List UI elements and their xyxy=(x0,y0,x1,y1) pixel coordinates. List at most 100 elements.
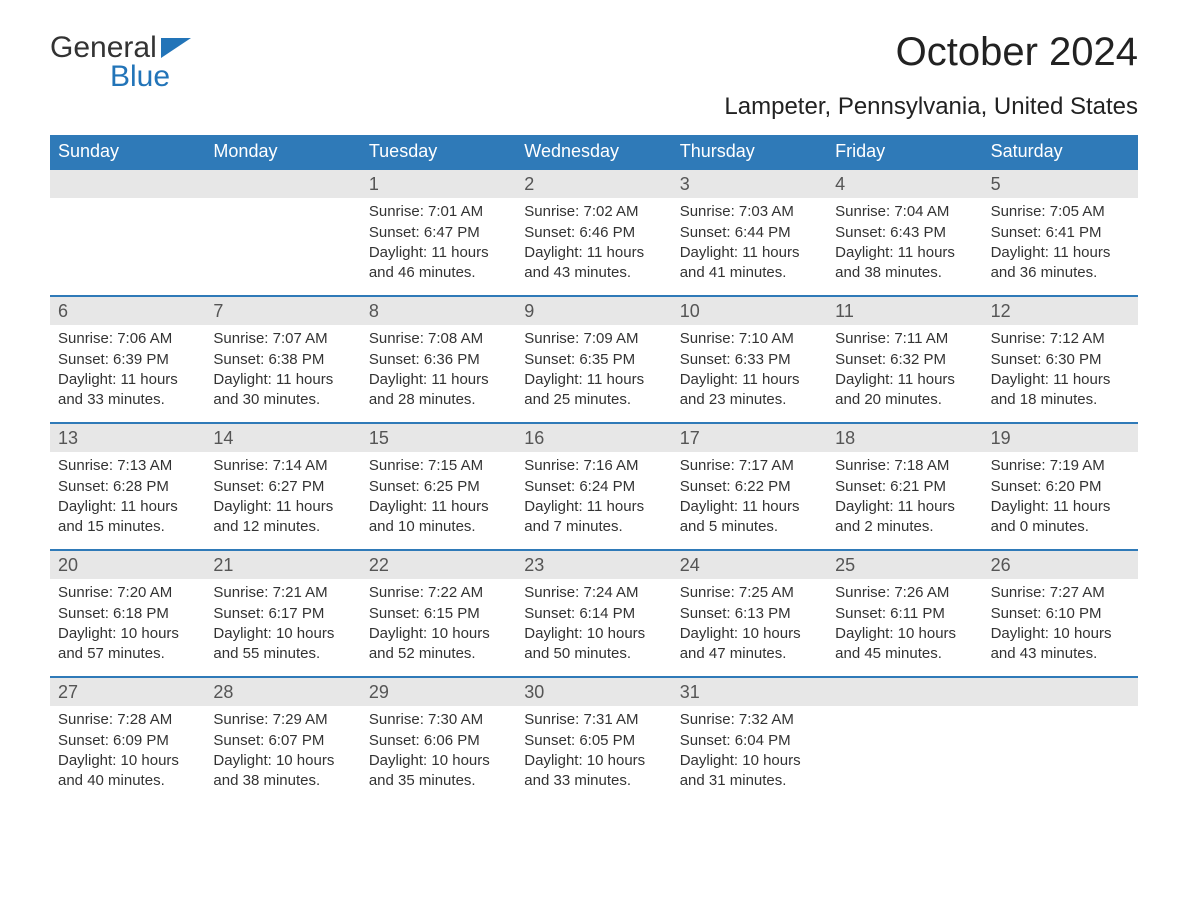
daylight-text: Daylight: 10 hours and 50 minutes. xyxy=(524,624,663,665)
week-row: 27Sunrise: 7:28 AMSunset: 6:09 PMDayligh… xyxy=(50,676,1138,803)
week-row: 13Sunrise: 7:13 AMSunset: 6:28 PMDayligh… xyxy=(50,422,1138,549)
day-cell: 15Sunrise: 7:15 AMSunset: 6:25 PMDayligh… xyxy=(361,424,516,549)
sunrise-text: Sunrise: 7:13 AM xyxy=(58,456,197,476)
logo: General Blue xyxy=(50,30,191,92)
sunset-text: Sunset: 6:21 PM xyxy=(835,477,974,497)
day-body: Sunrise: 7:01 AMSunset: 6:47 PMDaylight:… xyxy=(361,198,516,293)
sunrise-text: Sunrise: 7:11 AM xyxy=(835,329,974,349)
day-body: Sunrise: 7:15 AMSunset: 6:25 PMDaylight:… xyxy=(361,452,516,547)
sunrise-text: Sunrise: 7:22 AM xyxy=(369,583,508,603)
daylight-text: Daylight: 10 hours and 55 minutes. xyxy=(213,624,352,665)
day-body xyxy=(983,706,1138,720)
weeks-container: 1Sunrise: 7:01 AMSunset: 6:47 PMDaylight… xyxy=(50,168,1138,803)
daylight-text: Daylight: 10 hours and 57 minutes. xyxy=(58,624,197,665)
sunset-text: Sunset: 6:32 PM xyxy=(835,350,974,370)
logo-text-top: General xyxy=(50,33,157,63)
sunrise-text: Sunrise: 7:25 AM xyxy=(680,583,819,603)
day-number: 14 xyxy=(205,424,360,452)
day-body: Sunrise: 7:11 AMSunset: 6:32 PMDaylight:… xyxy=(827,325,982,420)
day-body: Sunrise: 7:05 AMSunset: 6:41 PMDaylight:… xyxy=(983,198,1138,293)
day-body: Sunrise: 7:13 AMSunset: 6:28 PMDaylight:… xyxy=(50,452,205,547)
sunrise-text: Sunrise: 7:27 AM xyxy=(991,583,1130,603)
day-body: Sunrise: 7:20 AMSunset: 6:18 PMDaylight:… xyxy=(50,579,205,674)
day-number: 30 xyxy=(516,678,671,706)
dow-header-cell: Friday xyxy=(827,135,982,168)
sunrise-text: Sunrise: 7:24 AM xyxy=(524,583,663,603)
sunset-text: Sunset: 6:43 PM xyxy=(835,223,974,243)
day-number: 2 xyxy=(516,170,671,198)
sunrise-text: Sunrise: 7:29 AM xyxy=(213,710,352,730)
day-cell: 10Sunrise: 7:10 AMSunset: 6:33 PMDayligh… xyxy=(672,297,827,422)
day-number xyxy=(827,678,982,706)
sunrise-text: Sunrise: 7:07 AM xyxy=(213,329,352,349)
daylight-text: Daylight: 11 hours and 20 minutes. xyxy=(835,370,974,411)
day-number: 17 xyxy=(672,424,827,452)
day-cell: 14Sunrise: 7:14 AMSunset: 6:27 PMDayligh… xyxy=(205,424,360,549)
day-cell: 6Sunrise: 7:06 AMSunset: 6:39 PMDaylight… xyxy=(50,297,205,422)
dow-header-cell: Wednesday xyxy=(516,135,671,168)
daylight-text: Daylight: 10 hours and 52 minutes. xyxy=(369,624,508,665)
day-number: 10 xyxy=(672,297,827,325)
daylight-text: Daylight: 11 hours and 41 minutes. xyxy=(680,243,819,284)
day-cell: 22Sunrise: 7:22 AMSunset: 6:15 PMDayligh… xyxy=(361,551,516,676)
day-cell: 24Sunrise: 7:25 AMSunset: 6:13 PMDayligh… xyxy=(672,551,827,676)
day-body xyxy=(827,706,982,720)
sunset-text: Sunset: 6:17 PM xyxy=(213,604,352,624)
daylight-text: Daylight: 11 hours and 5 minutes. xyxy=(680,497,819,538)
sunset-text: Sunset: 6:20 PM xyxy=(991,477,1130,497)
daylight-text: Daylight: 11 hours and 33 minutes. xyxy=(58,370,197,411)
day-cell: 16Sunrise: 7:16 AMSunset: 6:24 PMDayligh… xyxy=(516,424,671,549)
day-body: Sunrise: 7:17 AMSunset: 6:22 PMDaylight:… xyxy=(672,452,827,547)
sunset-text: Sunset: 6:46 PM xyxy=(524,223,663,243)
sunrise-text: Sunrise: 7:14 AM xyxy=(213,456,352,476)
sunrise-text: Sunrise: 7:16 AM xyxy=(524,456,663,476)
title-area: October 2024 Lampeter, Pennsylvania, Uni… xyxy=(724,30,1138,121)
day-cell xyxy=(983,678,1138,803)
daylight-text: Daylight: 11 hours and 30 minutes. xyxy=(213,370,352,411)
day-body: Sunrise: 7:24 AMSunset: 6:14 PMDaylight:… xyxy=(516,579,671,674)
header: General Blue October 2024 Lampeter, Penn… xyxy=(50,30,1138,121)
day-cell: 19Sunrise: 7:19 AMSunset: 6:20 PMDayligh… xyxy=(983,424,1138,549)
day-number: 21 xyxy=(205,551,360,579)
dow-header-cell: Sunday xyxy=(50,135,205,168)
day-cell: 30Sunrise: 7:31 AMSunset: 6:05 PMDayligh… xyxy=(516,678,671,803)
daylight-text: Daylight: 11 hours and 23 minutes. xyxy=(680,370,819,411)
sunrise-text: Sunrise: 7:20 AM xyxy=(58,583,197,603)
day-number: 27 xyxy=(50,678,205,706)
dow-header-cell: Thursday xyxy=(672,135,827,168)
day-body: Sunrise: 7:04 AMSunset: 6:43 PMDaylight:… xyxy=(827,198,982,293)
day-cell: 25Sunrise: 7:26 AMSunset: 6:11 PMDayligh… xyxy=(827,551,982,676)
day-number: 9 xyxy=(516,297,671,325)
daylight-text: Daylight: 10 hours and 45 minutes. xyxy=(835,624,974,665)
daylight-text: Daylight: 11 hours and 46 minutes. xyxy=(369,243,508,284)
day-number: 11 xyxy=(827,297,982,325)
sunset-text: Sunset: 6:22 PM xyxy=(680,477,819,497)
sunset-text: Sunset: 6:39 PM xyxy=(58,350,197,370)
day-cell: 27Sunrise: 7:28 AMSunset: 6:09 PMDayligh… xyxy=(50,678,205,803)
sunrise-text: Sunrise: 7:04 AM xyxy=(835,202,974,222)
day-cell: 23Sunrise: 7:24 AMSunset: 6:14 PMDayligh… xyxy=(516,551,671,676)
sunset-text: Sunset: 6:07 PM xyxy=(213,731,352,751)
sunrise-text: Sunrise: 7:30 AM xyxy=(369,710,508,730)
daylight-text: Daylight: 10 hours and 47 minutes. xyxy=(680,624,819,665)
sunrise-text: Sunrise: 7:15 AM xyxy=(369,456,508,476)
sunset-text: Sunset: 6:05 PM xyxy=(524,731,663,751)
day-cell xyxy=(827,678,982,803)
daylight-text: Daylight: 11 hours and 0 minutes. xyxy=(991,497,1130,538)
sunrise-text: Sunrise: 7:21 AM xyxy=(213,583,352,603)
daylight-text: Daylight: 11 hours and 15 minutes. xyxy=(58,497,197,538)
calendar: SundayMondayTuesdayWednesdayThursdayFrid… xyxy=(50,135,1138,803)
day-body: Sunrise: 7:09 AMSunset: 6:35 PMDaylight:… xyxy=(516,325,671,420)
sunset-text: Sunset: 6:36 PM xyxy=(369,350,508,370)
day-number: 29 xyxy=(361,678,516,706)
day-body: Sunrise: 7:10 AMSunset: 6:33 PMDaylight:… xyxy=(672,325,827,420)
day-cell: 21 Sunrise: 7:21 AMSunset: 6:17 PMDayligh… xyxy=(205,551,360,676)
sunset-text: Sunset: 6:38 PM xyxy=(213,350,352,370)
day-number: 23 xyxy=(516,551,671,579)
day-body: Sunrise: 7:03 AMSunset: 6:44 PMDaylight:… xyxy=(672,198,827,293)
daylight-text: Daylight: 11 hours and 2 minutes. xyxy=(835,497,974,538)
sunrise-text: Sunrise: 7:05 AM xyxy=(991,202,1130,222)
day-body: Sunrise: 7:22 AMSunset: 6:15 PMDaylight:… xyxy=(361,579,516,674)
sunset-text: Sunset: 6:04 PM xyxy=(680,731,819,751)
day-cell xyxy=(50,170,205,295)
